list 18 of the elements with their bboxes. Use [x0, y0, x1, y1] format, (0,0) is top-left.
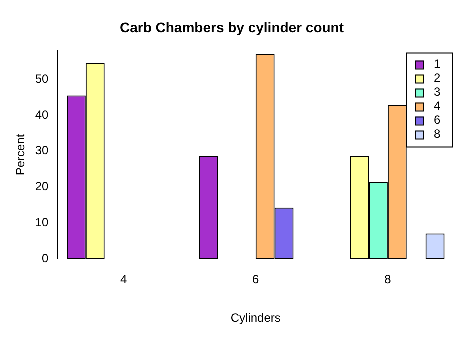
- y-tick-label: 10: [35, 216, 50, 230]
- y-tick-label: 30: [35, 144, 50, 158]
- y-tick-label: 0: [42, 252, 50, 266]
- y-tick-label: 20: [35, 180, 50, 194]
- x-tick-label: 8: [384, 272, 392, 287]
- y-tick-label: 50: [35, 72, 50, 86]
- legend-label: 8: [434, 127, 441, 142]
- legend-label: 1: [434, 57, 441, 72]
- y-tick-label: 40: [35, 108, 50, 122]
- legend-label: 2: [434, 71, 441, 86]
- legend-label: 3: [434, 85, 441, 100]
- x-axis-title: Cylinders: [230, 311, 281, 326]
- y-axis-title: Percent: [14, 134, 28, 176]
- legend-label: 4: [434, 99, 441, 114]
- legend-label: 6: [434, 113, 441, 128]
- chart-title: Carb Chambers by cylinder count: [120, 19, 344, 36]
- x-tick-label: 4: [120, 272, 128, 287]
- x-tick-label: 6: [252, 272, 260, 287]
